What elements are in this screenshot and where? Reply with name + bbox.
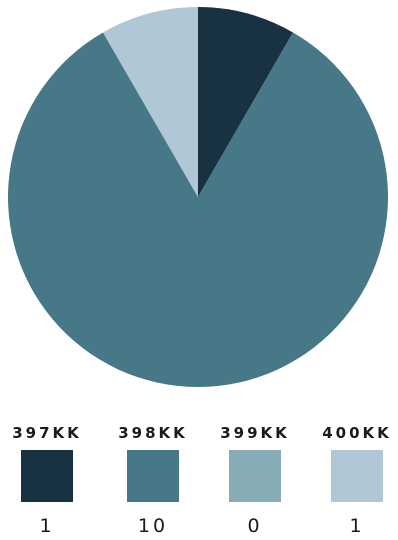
pie-slice-397kk bbox=[198, 7, 293, 197]
legend-label: 399KK bbox=[220, 424, 290, 442]
legend-swatch bbox=[331, 450, 383, 502]
legend-swatch bbox=[21, 450, 73, 502]
legend-swatch bbox=[229, 450, 281, 502]
legend-value: 0 bbox=[247, 515, 263, 537]
legend-value: 1 bbox=[39, 515, 55, 537]
legend-item-400kk: 400KK 1 bbox=[307, 418, 398, 540]
legend-label: 398KK bbox=[118, 424, 188, 442]
legend-value: 10 bbox=[137, 515, 169, 537]
pie-slice-400kk bbox=[103, 7, 198, 197]
pie-slices bbox=[8, 7, 389, 388]
chart-legend: 397KK 1 398KK 10 399KK 0 400KK 1 bbox=[0, 418, 398, 540]
legend-item-397kk: 397KK 1 bbox=[0, 418, 97, 540]
pie-slice-398kk bbox=[8, 32, 389, 388]
legend-label: 397KK bbox=[12, 424, 82, 442]
legend-label: 400KK bbox=[322, 424, 392, 442]
legend-swatch bbox=[127, 450, 179, 502]
legend-item-398kk: 398KK 10 bbox=[103, 418, 203, 540]
pie-chart bbox=[8, 7, 389, 388]
legend-value: 1 bbox=[349, 515, 365, 537]
legend-item-399kk: 399KK 0 bbox=[205, 418, 305, 540]
